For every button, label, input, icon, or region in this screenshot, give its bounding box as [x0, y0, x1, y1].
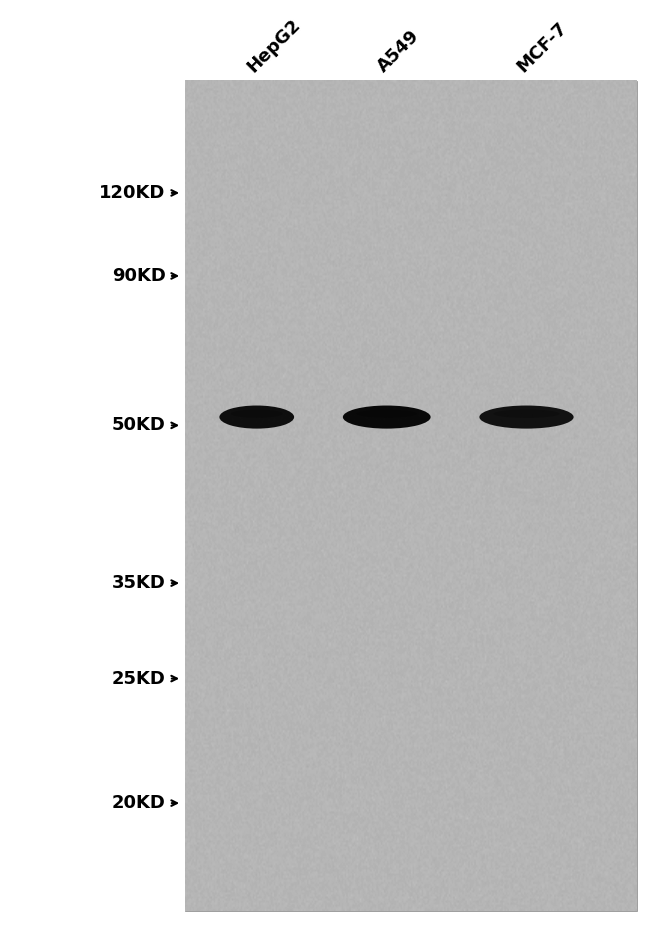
- Text: HepG2: HepG2: [244, 16, 304, 76]
- Text: 90KD: 90KD: [112, 267, 166, 285]
- Text: MCF-7: MCF-7: [514, 19, 571, 76]
- Ellipse shape: [231, 409, 283, 418]
- Ellipse shape: [493, 409, 560, 418]
- Text: 25KD: 25KD: [112, 670, 166, 687]
- Text: 20KD: 20KD: [112, 794, 166, 812]
- Ellipse shape: [356, 409, 417, 418]
- Text: 35KD: 35KD: [112, 574, 166, 593]
- FancyBboxPatch shape: [185, 81, 637, 911]
- Ellipse shape: [220, 406, 294, 428]
- Ellipse shape: [343, 406, 430, 428]
- Text: A549: A549: [374, 27, 423, 76]
- Text: 50KD: 50KD: [112, 416, 166, 435]
- Text: 120KD: 120KD: [99, 184, 166, 202]
- Ellipse shape: [480, 406, 573, 428]
